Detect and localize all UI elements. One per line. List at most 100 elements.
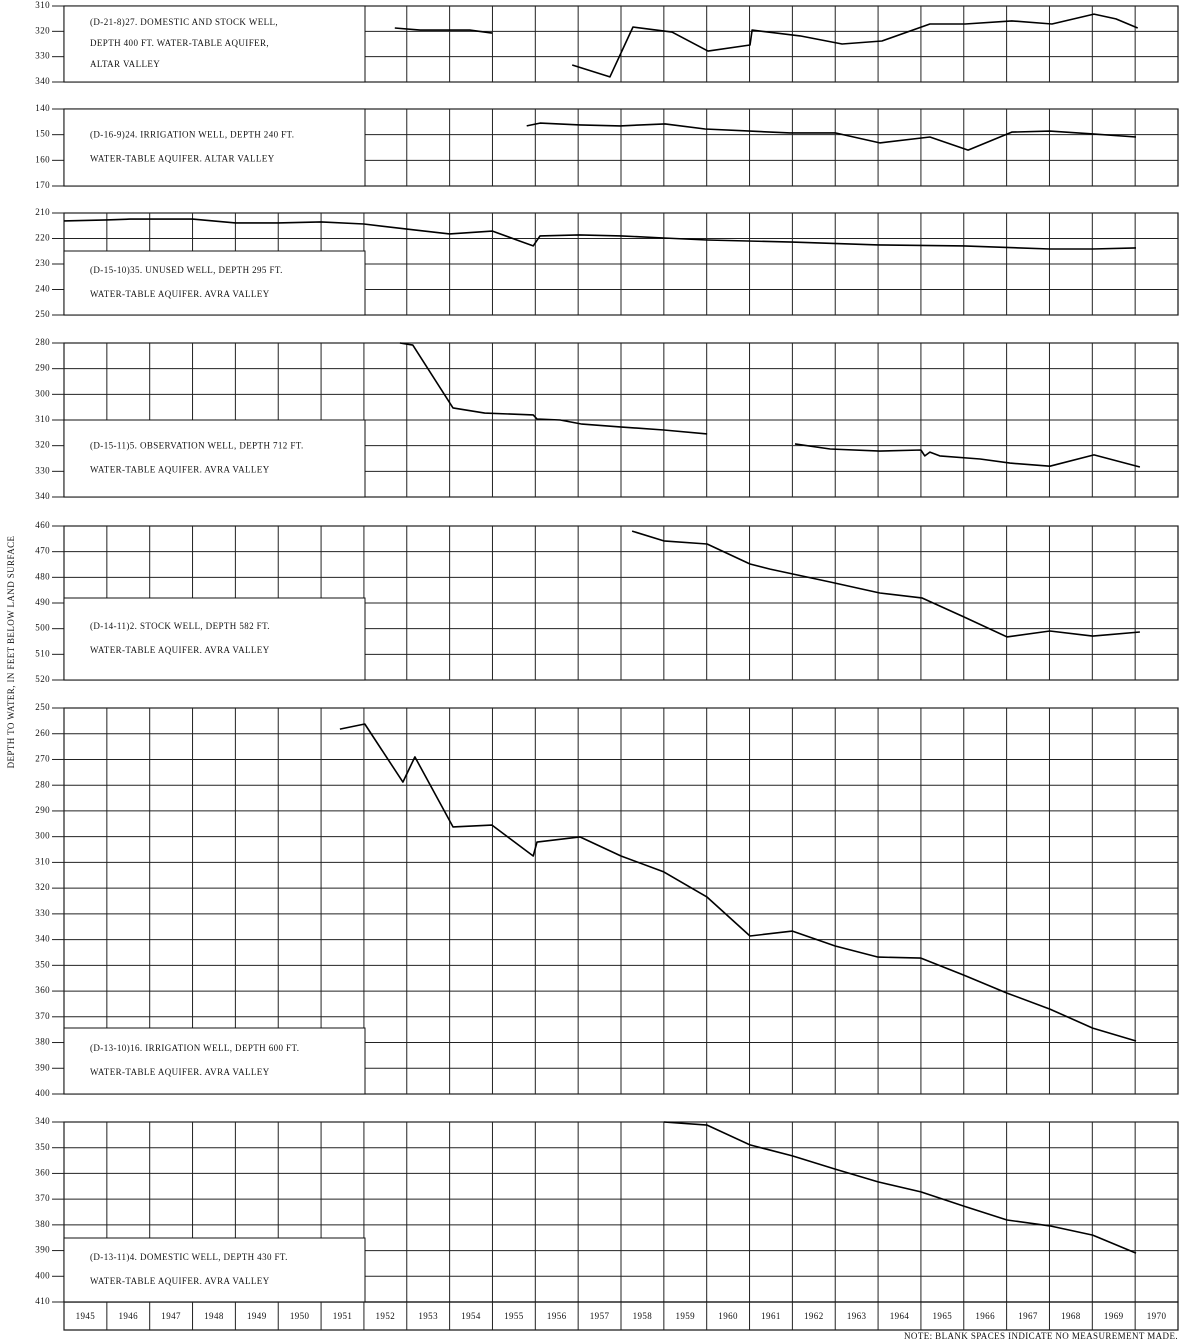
y-tick-label: 210 (35, 207, 50, 217)
y-tick-label: 270 (35, 754, 50, 764)
y-tick-label: 350 (35, 1142, 50, 1152)
y-tick-label: 510 (35, 648, 50, 658)
y-tick-label: 310 (35, 0, 50, 10)
well-label-box (63, 597, 366, 681)
y-tick-label: 230 (35, 258, 50, 268)
y-tick-label: 240 (35, 284, 50, 294)
y-tick-label: 160 (35, 154, 50, 164)
x-tick-label: 1947 (161, 1311, 181, 1321)
y-tick-label: 280 (35, 337, 50, 347)
y-tick-label: 390 (35, 1245, 50, 1255)
well-label: (D-15-11)5. OBSERVATION WELL, DEPTH 712 … (90, 441, 304, 451)
y-tick-label: 400 (35, 1088, 50, 1098)
x-tick-label: 1967 (1018, 1311, 1038, 1321)
y-tick-label: 470 (35, 546, 50, 556)
y-tick-label: 320 (35, 440, 50, 450)
well-label: ALTAR VALLEY (90, 59, 160, 69)
y-tick-label: 260 (35, 728, 50, 738)
y-tick-label: 320 (35, 25, 50, 35)
x-tick-label: 1954 (461, 1311, 481, 1321)
well-label: WATER-TABLE AQUIFER. AVRA VALLEY (90, 1276, 270, 1286)
y-tick-label: 340 (35, 76, 50, 86)
y-tick-label: 380 (35, 1037, 50, 1047)
y-tick-label: 340 (35, 491, 50, 501)
x-tick-label: 1949 (247, 1311, 267, 1321)
x-tick-label: 1955 (504, 1311, 524, 1321)
x-tick-label: 1957 (590, 1311, 610, 1321)
y-tick-label: 360 (35, 985, 50, 995)
y-axis-label: DEPTH TO WATER, IN FEET BELOW LAND SURFA… (6, 535, 16, 768)
x-tick-label: 1964 (890, 1311, 910, 1321)
x-tick-label: 1956 (547, 1311, 567, 1321)
water-level-line (339, 723, 1137, 1042)
y-tick-label: 150 (35, 129, 50, 139)
y-tick-label: 370 (35, 1193, 50, 1203)
well-label: DEPTH 400 FT. WATER-TABLE AQUIFER, (90, 38, 269, 48)
y-tick-label: 340 (35, 1116, 50, 1126)
y-tick-label: 280 (35, 779, 50, 789)
water-level-line (63, 218, 1137, 250)
y-tick-label: 460 (35, 520, 50, 530)
well-label: WATER-TABLE AQUIFER. ALTAR VALLEY (90, 154, 275, 164)
y-tick-label: 520 (35, 674, 50, 684)
y-tick-label: 300 (35, 831, 50, 841)
x-tick-label: 1965 (933, 1311, 953, 1321)
x-tick-label: 1951 (333, 1311, 353, 1321)
well-label-box (63, 250, 366, 316)
y-tick-label: 250 (35, 309, 50, 319)
y-tick-label: 310 (35, 856, 50, 866)
y-tick-label: 330 (35, 465, 50, 475)
x-tick-label: 1969 (1104, 1311, 1124, 1321)
well-label: (D-21-8)27. DOMESTIC AND STOCK WELL, (90, 17, 278, 27)
y-tick-label: 370 (35, 1011, 50, 1021)
well-label: (D-15-10)35. UNUSED WELL, DEPTH 295 FT. (90, 265, 283, 275)
y-tick-label: 170 (35, 180, 50, 190)
well-label-box (63, 108, 366, 187)
y-tick-label: 330 (35, 908, 50, 918)
y-tick-label: 490 (35, 597, 50, 607)
well-label: WATER-TABLE AQUIFER. AVRA VALLEY (90, 289, 270, 299)
water-level-line (631, 530, 1140, 638)
well-label: WATER-TABLE AQUIFER. AVRA VALLEY (90, 1067, 270, 1077)
well-label-box (63, 419, 366, 498)
well-label: (D-13-10)16. IRRIGATION WELL, DEPTH 600 … (90, 1043, 299, 1053)
y-tick-label: 300 (35, 388, 50, 398)
x-tick-label: 1963 (847, 1311, 867, 1321)
x-tick-label: 1962 (804, 1311, 824, 1321)
well-label: (D-14-11)2. STOCK WELL, DEPTH 582 FT. (90, 621, 270, 631)
x-tick-label: 1960 (718, 1311, 738, 1321)
y-tick-label: 330 (35, 51, 50, 61)
y-tick-label: 400 (35, 1270, 50, 1280)
x-tick-label: 1966 (975, 1311, 995, 1321)
y-tick-label: 360 (35, 1167, 50, 1177)
note: NOTE: BLANK SPACES INDICATE NO MEASUREME… (904, 1331, 1178, 1341)
well-label-box (63, 1237, 366, 1303)
y-tick-label: 320 (35, 882, 50, 892)
y-tick-label: 140 (35, 103, 50, 113)
well-label: WATER-TABLE AQUIFER. AVRA VALLEY (90, 465, 270, 475)
x-tick-label: 1959 (675, 1311, 695, 1321)
y-tick-label: 500 (35, 623, 50, 633)
x-tick-label: 1945 (76, 1311, 96, 1321)
y-tick-label: 290 (35, 805, 50, 815)
y-tick-label: 480 (35, 571, 50, 581)
x-tick-label: 1946 (118, 1311, 138, 1321)
well-label: (D-16-9)24. IRRIGATION WELL, DEPTH 240 F… (90, 130, 294, 140)
water-level-line (399, 342, 1141, 468)
y-tick-label: 410 (35, 1296, 50, 1306)
x-tick-label: 1952 (376, 1311, 396, 1321)
x-tick-label: 1970 (1147, 1311, 1167, 1321)
water-level-line (663, 1121, 1137, 1254)
y-tick-label: 290 (35, 363, 50, 373)
y-tick-label: 380 (35, 1219, 50, 1229)
well-label-box (63, 5, 366, 83)
y-tick-label: 250 (35, 702, 50, 712)
well-label-box (63, 1027, 366, 1095)
y-tick-label: 220 (35, 233, 50, 243)
x-tick-label: 1968 (1061, 1311, 1081, 1321)
y-tick-label: 390 (35, 1062, 50, 1072)
well-label: WATER-TABLE AQUIFER. AVRA VALLEY (90, 645, 270, 655)
x-tick-label: 1953 (418, 1311, 438, 1321)
water-level-line (394, 13, 1139, 78)
